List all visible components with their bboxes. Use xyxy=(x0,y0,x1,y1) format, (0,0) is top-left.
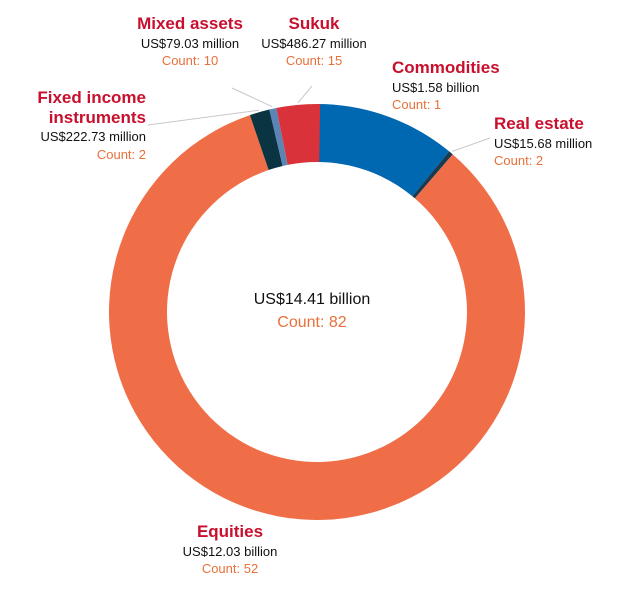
leader-line-fixed-income xyxy=(147,109,260,126)
total-label: US$14.41 billion Count: 82 xyxy=(212,290,412,334)
label-fixed-income: Fixed income instruments US$222.73 milli… xyxy=(20,88,146,163)
label-count: Count: 10 xyxy=(161,53,219,69)
label-value: US$486.27 million xyxy=(261,35,367,51)
slice-sukuk xyxy=(276,104,321,165)
label-value: US$79.03 million xyxy=(140,35,240,51)
label-commodities: Commodities US$1.58 billion Count: 1 xyxy=(392,58,500,113)
label-real-estate: Real estate US$15.68 million Count: 2 xyxy=(494,114,592,169)
label-name: Mixed assets xyxy=(137,14,243,33)
label-count: Count: 52 xyxy=(201,561,259,577)
leader-line-real-estate xyxy=(452,137,491,152)
label-value: US$1.58 billion xyxy=(392,79,480,95)
label-name: Real estate xyxy=(494,114,584,133)
label-name: Equities xyxy=(196,522,264,541)
slice-commodities xyxy=(317,104,450,197)
leader-line-sukuk xyxy=(297,85,313,104)
label-count: Count: 15 xyxy=(285,53,343,69)
label-sukuk: Sukuk US$486.27 million Count: 15 xyxy=(250,14,378,69)
label-value: US$222.73 million xyxy=(40,129,146,145)
label-count: Count: 1 xyxy=(392,97,442,113)
total-value: US$14.41 billion xyxy=(253,291,371,308)
label-name-line-1: Fixed income xyxy=(37,88,146,107)
leader-line-mixed-assets xyxy=(231,87,273,108)
label-name-line-2: instruments xyxy=(48,107,146,127)
label-count: Count: 2 xyxy=(494,153,544,169)
label-value: US$12.03 billion xyxy=(182,543,278,559)
slice-real-estate xyxy=(412,151,453,199)
label-name: Sukuk xyxy=(288,14,340,33)
total-count: Count: 82 xyxy=(277,313,347,331)
slice-fixed-income xyxy=(249,109,283,171)
label-value: US$15.68 million xyxy=(494,135,593,151)
label-mixed-assets: Mixed assets US$79.03 million Count: 10 xyxy=(130,14,250,69)
label-count: Count: 2 xyxy=(96,147,146,163)
label-name: Commodities xyxy=(392,58,500,77)
label-equities: Equities US$12.03 billion Count: 52 xyxy=(150,522,310,577)
slice-mixed-assets xyxy=(269,108,288,166)
